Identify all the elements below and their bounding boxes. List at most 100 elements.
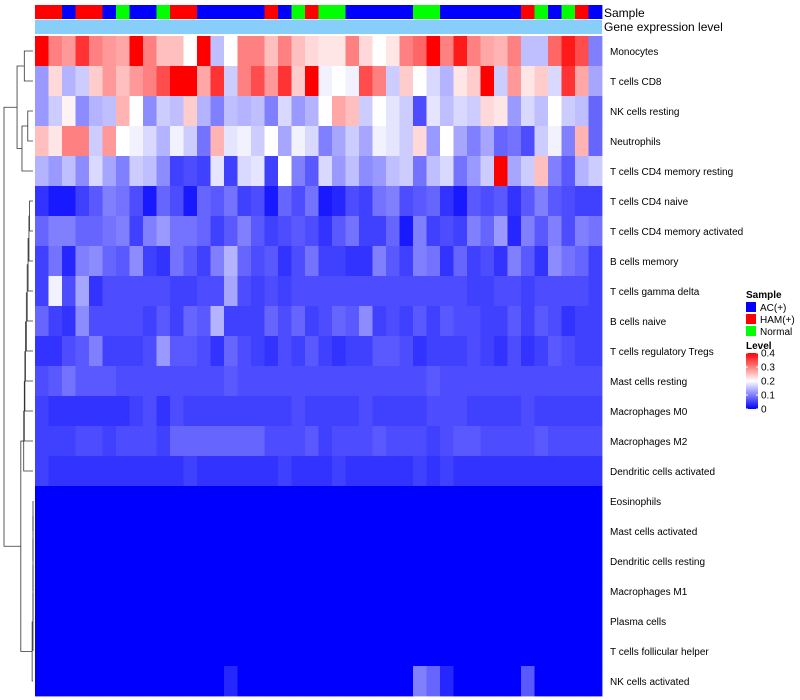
heatmap-cell <box>480 516 495 547</box>
heatmap-cell <box>332 126 346 157</box>
heatmap-cell <box>507 126 522 157</box>
heatmap-cell <box>345 126 360 157</box>
heatmap-cell <box>399 516 414 547</box>
heatmap-cell <box>197 636 211 667</box>
heatmap-cell <box>534 306 549 337</box>
heatmap-cell <box>561 126 576 157</box>
heatmap-cell <box>521 156 535 187</box>
heatmap-cell <box>129 666 144 697</box>
heatmap-cell <box>453 306 468 337</box>
heatmap-cell <box>588 276 603 307</box>
heatmap-cell <box>345 246 360 277</box>
heatmap-cell <box>372 36 387 67</box>
heatmap-cell <box>197 516 211 547</box>
heatmap-cell <box>35 606 49 637</box>
heatmap-cell <box>237 636 252 667</box>
heatmap-cell <box>453 516 468 547</box>
heatmap-cell <box>35 456 49 487</box>
heatmap-cell <box>251 576 265 607</box>
row-label: Neutrophils <box>610 137 661 148</box>
sample-annotation-cell <box>264 5 279 19</box>
heatmap-cell <box>521 216 535 247</box>
heatmap-cell <box>426 606 441 637</box>
heatmap-cell <box>386 186 400 217</box>
heatmap-cell <box>75 36 90 67</box>
heatmap-cell <box>143 576 157 607</box>
heatmap-cell <box>251 186 265 217</box>
heatmap-cell <box>467 96 481 127</box>
heatmap-cell <box>305 546 319 577</box>
heatmap-cell <box>183 36 198 67</box>
heatmap-cell <box>372 306 387 337</box>
heatmap-cell <box>372 216 387 247</box>
heatmap-cell <box>345 396 360 427</box>
heatmap-cell <box>197 36 211 67</box>
heatmap-cell <box>548 336 562 367</box>
heatmap-cell <box>561 426 576 457</box>
heatmap-cell <box>170 606 184 637</box>
heatmap-cell <box>237 396 252 427</box>
heatmap-cell <box>48 336 63 367</box>
heatmap-cell <box>89 126 103 157</box>
heatmap-cell <box>413 516 427 547</box>
heatmap-cell <box>170 546 184 577</box>
heatmap-cell <box>413 336 427 367</box>
heatmap-cell <box>453 276 468 307</box>
heatmap-cell <box>291 456 306 487</box>
heatmap-cell <box>521 486 535 517</box>
heatmap-cell <box>237 426 252 457</box>
heatmap-cell <box>332 156 346 187</box>
heatmap-cell <box>75 456 90 487</box>
heatmap-cell <box>548 576 562 607</box>
heatmap-cell <box>561 546 576 577</box>
heatmap-cell <box>561 336 576 367</box>
heatmap-cell <box>426 246 441 277</box>
heatmap-cell <box>237 336 252 367</box>
heatmap-cell <box>62 546 76 577</box>
sample-annotation-cell <box>156 5 171 19</box>
heatmap-cell <box>345 666 360 697</box>
heatmap-cell <box>183 66 198 97</box>
heatmap-cell <box>291 276 306 307</box>
heatmap-cell <box>48 456 63 487</box>
heatmap-cell <box>237 246 252 277</box>
heatmap-cell <box>116 216 130 247</box>
row-label: NK cells resting <box>610 107 679 118</box>
heatmap-cell <box>332 66 346 97</box>
heatmap-cell <box>440 126 454 157</box>
legend-level-tick-label: 0.2 <box>761 377 775 388</box>
heatmap-cell <box>102 516 117 547</box>
heatmap-cell <box>494 456 508 487</box>
heatmap-cell <box>291 126 306 157</box>
heatmap-cell <box>467 576 481 607</box>
heatmap-cell <box>332 306 346 337</box>
heatmap-cell <box>264 576 279 607</box>
heatmap-cell <box>48 126 63 157</box>
heatmap-cell <box>183 216 198 247</box>
heatmap-cell <box>372 606 387 637</box>
heatmap-cell <box>359 306 373 337</box>
heatmap-cell <box>440 516 454 547</box>
heatmap-cell <box>129 186 144 217</box>
row-labels: Monocytes T cells CD8 NK cells resting Neut… <box>610 47 743 688</box>
heatmap-cell <box>224 336 238 367</box>
heatmap-cell <box>129 516 144 547</box>
heatmap-cell <box>480 546 495 577</box>
heatmap-cell <box>102 276 117 307</box>
heatmap-cell <box>197 216 211 247</box>
heatmap-cell <box>89 606 103 637</box>
heatmap-cell <box>521 576 535 607</box>
heatmap-cell <box>372 246 387 277</box>
heatmap-cell <box>197 576 211 607</box>
heatmap-cell <box>291 156 306 187</box>
heatmap-cell <box>413 426 427 457</box>
heatmap-cell <box>332 336 346 367</box>
heatmap-cell <box>170 36 184 67</box>
heatmap-cell <box>210 66 225 97</box>
heatmap-cell <box>170 126 184 157</box>
heatmap-cell <box>237 486 252 517</box>
heatmap-cell <box>143 456 157 487</box>
heatmap-cell <box>197 276 211 307</box>
heatmap-cell <box>345 96 360 127</box>
